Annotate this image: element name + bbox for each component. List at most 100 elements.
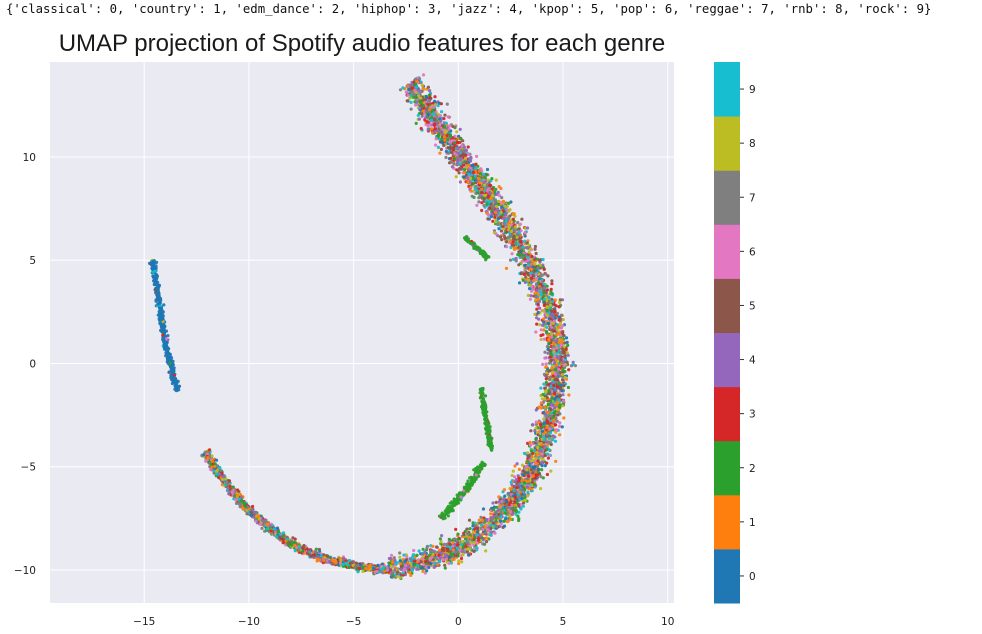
scatter-point: [521, 478, 525, 482]
scatter-point: [509, 517, 513, 521]
scatter-point: [540, 468, 544, 472]
scatter-point: [474, 524, 478, 528]
scatter-point: [492, 508, 496, 512]
scatter-point: [452, 161, 456, 166]
scatter-point: [513, 241, 518, 245]
scatter-point: [460, 148, 464, 153]
scatter-point: [153, 269, 157, 273]
scatter-point: [487, 199, 491, 204]
scatter-point: [497, 495, 501, 499]
scatter-point: [478, 171, 482, 176]
scatter-point: [517, 250, 521, 254]
scatter-point: [546, 456, 551, 460]
scatter-point: [426, 102, 430, 106]
scatter-point: [556, 400, 560, 404]
scatter-point: [482, 183, 487, 187]
scatter-point: [414, 121, 418, 125]
scatter-point: [552, 418, 556, 422]
scatter-point: [531, 471, 535, 475]
scatter-point: [539, 333, 543, 338]
scatter-point: [512, 475, 517, 479]
scatter-point: [479, 167, 483, 171]
scatter-point: [555, 346, 559, 350]
scatter-point: [399, 562, 403, 566]
scatter-point: [545, 395, 549, 400]
scatter-point: [519, 502, 523, 506]
scatter-point: [558, 421, 562, 425]
scatter-point: [507, 216, 511, 220]
scatter-point: [534, 291, 539, 295]
scatter-point: [445, 560, 449, 564]
scatter-point: [542, 422, 546, 426]
scatter-point: [514, 489, 518, 493]
scatter-point: [523, 239, 527, 243]
scatter-point: [154, 260, 159, 264]
scatter-point: [171, 380, 175, 384]
scatter-point: [440, 534, 444, 538]
scatter-point: [450, 558, 455, 562]
scatter-point: [498, 235, 503, 239]
scatter-point: [557, 367, 561, 371]
scatter-point: [551, 374, 555, 378]
scatter-point: [456, 137, 460, 141]
scatter-point: [538, 286, 542, 291]
scatter-point: [517, 230, 521, 234]
scatter-point: [532, 269, 536, 273]
scatter-point: [494, 220, 498, 224]
scatter-point: [548, 431, 553, 435]
scatter-point: [502, 519, 506, 523]
scatter-point: [525, 226, 530, 230]
scatter-point: [522, 481, 526, 485]
scatter-point: [421, 73, 426, 77]
scatter-point: [520, 484, 524, 488]
scatter-point: [434, 114, 439, 118]
scatter-point: [545, 452, 550, 456]
scatter-point: [521, 504, 526, 508]
scatter-point: [508, 220, 512, 225]
scatter-point: [518, 222, 523, 226]
scatter-point: [473, 186, 477, 190]
scatter-point: [498, 519, 503, 523]
scatter-point: [164, 337, 168, 341]
scatter-point: [406, 561, 410, 565]
scatter-point: [403, 559, 407, 563]
scatter-point: [526, 293, 530, 297]
scatter-point: [533, 244, 538, 249]
scatter-point: [506, 520, 510, 524]
scatter-point: [504, 266, 509, 270]
scatter-point: [436, 562, 440, 566]
scatter-point: [545, 284, 549, 288]
scatter-point: [504, 499, 508, 503]
scatter-point: [442, 549, 446, 553]
scatter-point: [503, 236, 507, 240]
scatter-point: [556, 413, 560, 417]
scatter-point: [547, 341, 551, 345]
scatter-point: [519, 507, 523, 511]
scatter-point: [473, 536, 477, 540]
scatter-point: [426, 85, 430, 89]
scatter-point: [552, 326, 557, 330]
scatter-point: [438, 560, 442, 564]
scatter-point: [532, 278, 536, 282]
scatter-point: [417, 117, 421, 121]
scatter-point: [163, 347, 167, 351]
scatter-point: [542, 320, 546, 324]
scatter-point: [553, 412, 557, 416]
scatter-point: [561, 393, 565, 397]
scatter-point: [536, 433, 540, 437]
scatter-point: [539, 328, 543, 332]
scatter-point: [171, 359, 175, 363]
scatter-point: [436, 145, 440, 149]
scatter-point: [509, 223, 513, 227]
scatter-point: [559, 383, 563, 387]
scatter-point: [423, 550, 427, 554]
scatter-point: [549, 399, 553, 403]
scatter-point: [428, 96, 432, 100]
scatter-point: [450, 165, 454, 169]
scatter-point: [496, 222, 500, 227]
scatter-point: [442, 542, 447, 546]
scatter-point: [520, 496, 524, 500]
scatter-point: [466, 532, 470, 536]
scatter-point: [516, 514, 520, 518]
genre-mapping-text: {'classical': 0, 'country': 1, 'edm_danc…: [6, 2, 932, 16]
